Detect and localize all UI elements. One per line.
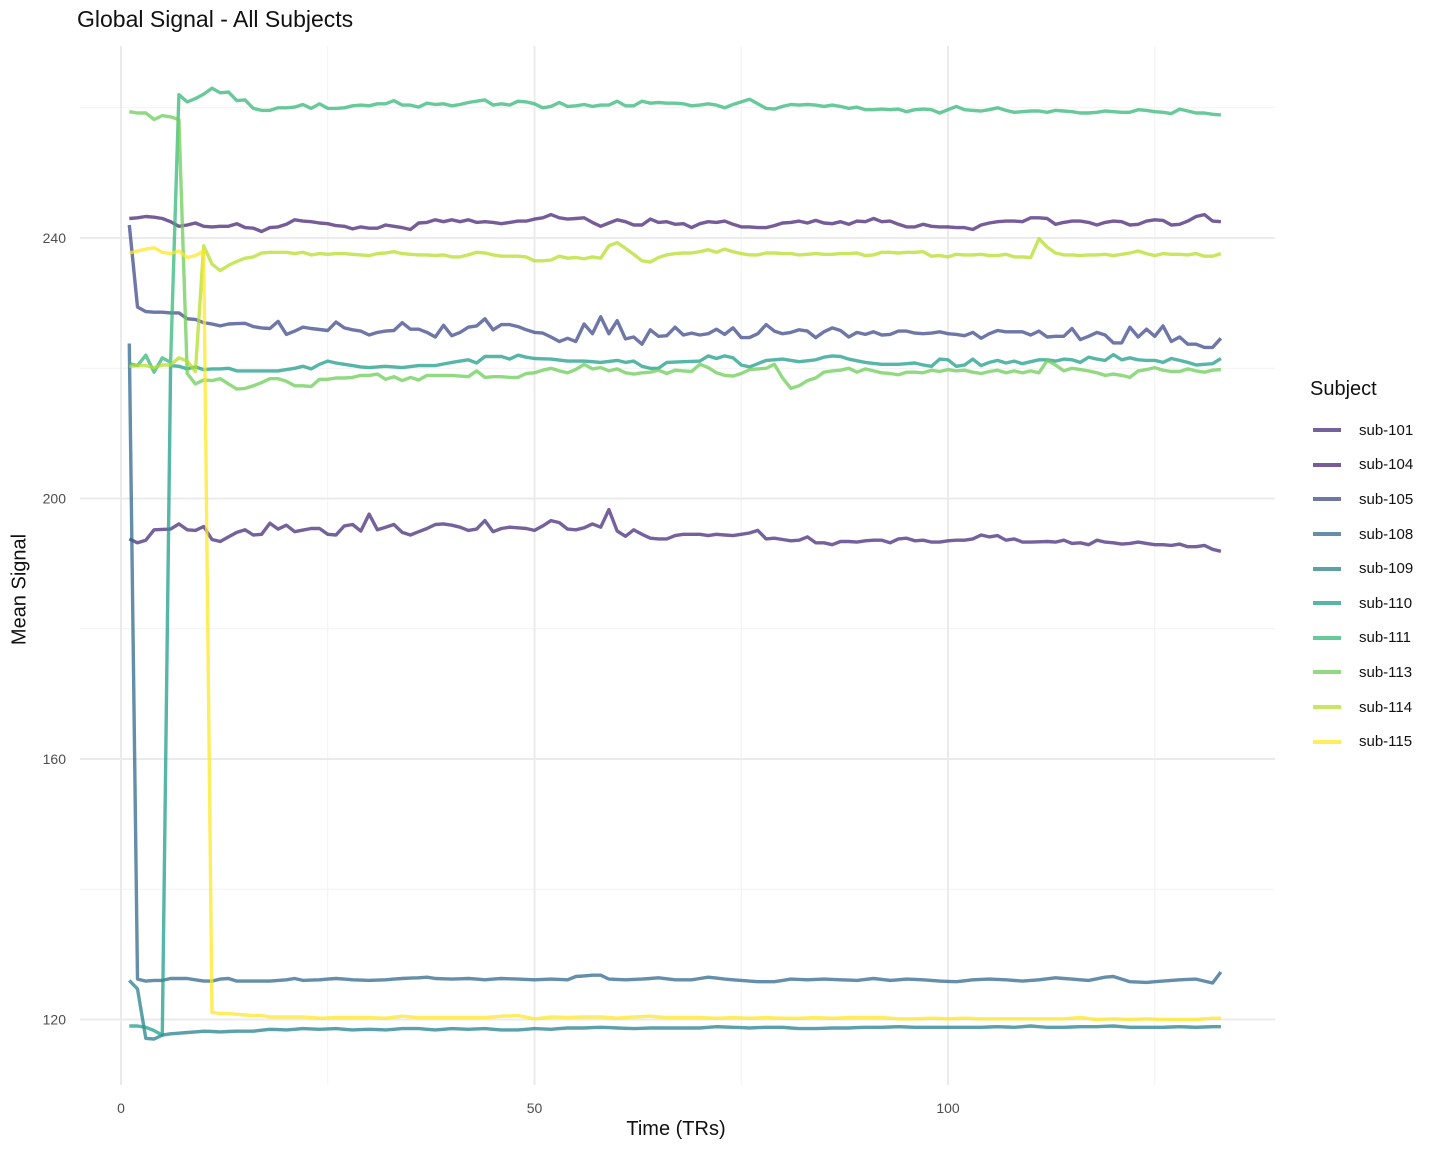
legend-swatch-icon [1313, 705, 1341, 710]
series-line-sub-113 [129, 110, 1222, 391]
y-tick-label: 240 [43, 230, 67, 246]
legend-label: sub-104 [1359, 456, 1414, 474]
legend-label: sub-108 [1359, 525, 1414, 543]
y-tick-label: 120 [43, 1012, 67, 1028]
series-line-sub-115 [128, 246, 1221, 1022]
legend-item: sub-109 [1310, 551, 1413, 586]
series-line-sub-110 [129, 352, 1222, 1037]
legend-label: sub-114 [1359, 698, 1413, 716]
series-lines [127, 86, 1223, 1041]
legend-item: sub-104 [1310, 448, 1413, 483]
legend-title: Subject [1310, 378, 1377, 400]
legend-items: sub-101 sub-104 sub-105 sub-108 sub-109 … [1310, 413, 1413, 759]
legend-swatch-icon [1313, 428, 1341, 433]
series-line-sub-109 [128, 979, 1221, 1041]
legend-label: sub-113 [1359, 663, 1413, 681]
series-line-sub-101 [128, 507, 1222, 553]
series-line-sub-108 [127, 343, 1223, 985]
legend-item: sub-115 [1310, 724, 1413, 759]
series-line-sub-111 [128, 86, 1222, 374]
legend: Subject sub-101 sub-104 sub-105 sub-108 … [1310, 378, 1413, 759]
legend-swatch-icon [1313, 497, 1341, 502]
legend-item: sub-114 [1310, 690, 1413, 725]
y-tick-label: 200 [43, 491, 67, 507]
series-line-sub-114 [129, 237, 1222, 374]
legend-label: sub-110 [1359, 594, 1413, 612]
legend-item: sub-113 [1310, 655, 1413, 690]
x-axis-title: Time (TRs) [626, 1118, 726, 1140]
legend-item: sub-108 [1310, 517, 1413, 552]
legend-item: sub-111 [1310, 621, 1413, 656]
chart-title: Global Signal - All Subjects [77, 6, 354, 32]
legend-swatch-icon [1313, 670, 1341, 675]
x-tick-label: 50 [527, 1100, 543, 1116]
legend-label: sub-101 [1359, 421, 1414, 439]
legend-swatch-icon [1313, 601, 1341, 606]
legend-swatch-icon [1313, 566, 1341, 571]
legend-label: sub-105 [1359, 490, 1414, 508]
legend-item: sub-110 [1310, 586, 1413, 621]
legend-item: sub-105 [1310, 482, 1413, 517]
gridlines [80, 46, 1275, 1085]
legend-item: sub-101 [1310, 413, 1413, 448]
legend-swatch-icon [1313, 532, 1341, 537]
legend-swatch-icon [1313, 635, 1341, 640]
legend-label: sub-109 [1359, 560, 1414, 578]
legend-swatch-icon [1313, 462, 1341, 467]
x-tick-label: 100 [936, 1100, 960, 1116]
legend-label: sub-111 [1359, 629, 1411, 647]
y-tick-label: 160 [43, 751, 67, 767]
legend-swatch-icon [1313, 739, 1341, 744]
series-line-sub-104 [129, 212, 1222, 234]
legend-label: sub-115 [1359, 733, 1413, 751]
series-line-sub-105 [127, 224, 1223, 350]
axis-ticks: 0 50 100 120 160 200 240 [43, 230, 960, 1116]
x-tick-label: 0 [117, 1100, 125, 1116]
y-axis-title: Mean Signal [8, 533, 31, 646]
